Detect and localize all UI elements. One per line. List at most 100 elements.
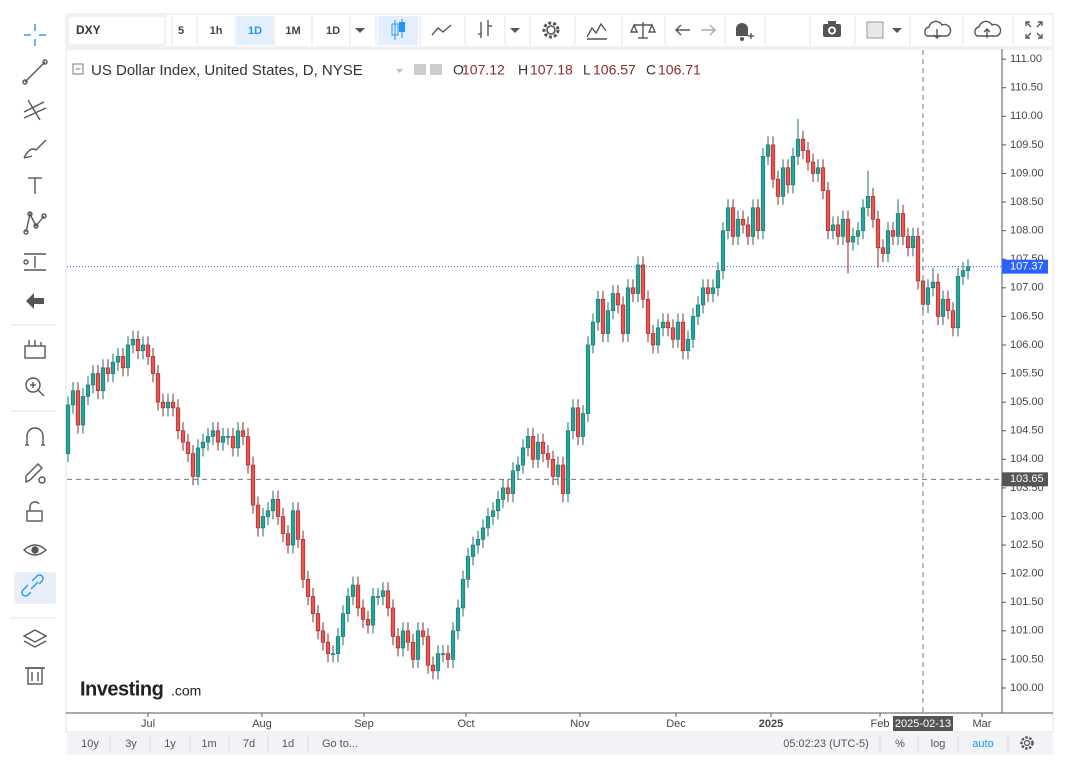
bottom-settings-icon[interactable] xyxy=(1020,736,1034,750)
candle-body xyxy=(220,436,226,443)
magnet-tool[interactable] xyxy=(25,427,45,446)
candle-body xyxy=(785,167,791,186)
crosshair-tool[interactable] xyxy=(24,24,46,46)
candle-body xyxy=(210,430,216,437)
candle-body xyxy=(285,533,291,546)
measure-tool[interactable] xyxy=(24,340,46,359)
candle-body xyxy=(855,230,861,237)
candle-body xyxy=(150,356,156,374)
cloud-load-icon[interactable] xyxy=(924,20,952,39)
legend-icon[interactable] xyxy=(414,64,426,75)
candle-style-icon[interactable] xyxy=(391,19,405,40)
candle-body xyxy=(195,447,201,477)
redo-icon[interactable] xyxy=(701,24,716,36)
candle-body xyxy=(160,401,166,409)
stay-drawing-tool[interactable] xyxy=(25,463,46,484)
interval-button[interactable]: 1M xyxy=(285,25,300,37)
candle-body xyxy=(905,236,911,249)
candle-body xyxy=(580,413,586,437)
y-tick-label: 111.00 xyxy=(1010,53,1042,65)
candle-body xyxy=(415,630,421,660)
trash-tool[interactable] xyxy=(25,667,45,685)
link-tool[interactable] xyxy=(21,574,44,597)
brush-tool[interactable] xyxy=(23,139,47,159)
dropdown-arrow[interactable] xyxy=(355,28,365,33)
candle-body xyxy=(460,579,466,609)
interval-button[interactable]: 1D xyxy=(248,25,262,37)
candle-body xyxy=(385,590,391,609)
interval-button[interactable]: 5 xyxy=(178,25,184,37)
settings-icon[interactable] xyxy=(542,21,560,39)
zoom-tool[interactable] xyxy=(25,377,45,397)
goto-button[interactable]: Go to... xyxy=(322,738,358,750)
candle-body xyxy=(775,178,781,197)
fib-tool[interactable] xyxy=(23,99,47,121)
candle-body xyxy=(480,527,486,540)
scale-option[interactable]: log xyxy=(931,738,946,750)
interval-button[interactable]: 1D xyxy=(326,25,340,37)
scale-option[interactable]: % xyxy=(895,738,905,750)
candle-body xyxy=(850,236,856,243)
candle-body xyxy=(780,167,786,197)
candle-body xyxy=(225,436,231,438)
candle-body xyxy=(90,373,96,386)
range-button[interactable]: 10y xyxy=(81,738,99,750)
collapse-box[interactable] xyxy=(72,63,84,75)
range-button[interactable]: 1d xyxy=(282,738,294,750)
dropdown-arrow[interactable] xyxy=(892,28,902,33)
indicators-icon[interactable] xyxy=(586,22,607,40)
candle-body xyxy=(825,190,831,231)
candle-body xyxy=(845,218,851,243)
candle-body xyxy=(625,287,631,334)
y-tick-label: 102.50 xyxy=(1010,539,1044,551)
cloud-save-icon[interactable] xyxy=(974,20,1002,38)
color-picker[interactable] xyxy=(866,21,884,39)
candle-body xyxy=(180,430,186,443)
interval-button[interactable]: 1h xyxy=(210,25,223,37)
y-tick-label: 105.50 xyxy=(1010,367,1044,379)
back-arrow[interactable] xyxy=(26,293,44,309)
legend-icon[interactable] xyxy=(430,64,442,75)
candle-body xyxy=(155,373,161,403)
bar-style-icon[interactable] xyxy=(478,20,492,38)
candle-body xyxy=(585,344,591,414)
candle-body xyxy=(680,321,686,352)
candle-body xyxy=(795,138,801,157)
range-button[interactable]: 1y xyxy=(164,738,176,750)
candle-body xyxy=(105,367,111,374)
candle-body xyxy=(505,487,511,494)
undo-icon[interactable] xyxy=(675,24,690,36)
candle-body xyxy=(250,464,256,506)
screenshot-icon[interactable] xyxy=(823,21,841,37)
visibility-tool[interactable] xyxy=(22,544,48,556)
range-button[interactable]: 1m xyxy=(201,738,216,750)
layers-tool[interactable] xyxy=(22,629,48,648)
candle-body xyxy=(700,287,706,306)
alert-icon[interactable] xyxy=(736,23,754,41)
candle-body xyxy=(925,287,931,305)
candle-body xyxy=(450,630,456,660)
compare-icon[interactable] xyxy=(629,22,657,39)
trend-line-tool[interactable] xyxy=(22,59,48,85)
candle-body xyxy=(325,641,331,654)
lock-tool[interactable] xyxy=(26,501,43,522)
range-button[interactable]: 3y xyxy=(125,738,137,750)
symbol-box[interactable] xyxy=(67,15,166,46)
title-dropdown[interactable] xyxy=(396,69,403,73)
pattern-tool[interactable] xyxy=(23,211,47,235)
prediction-tool[interactable] xyxy=(23,253,46,271)
symbol: DXY xyxy=(76,23,101,37)
scale-option[interactable]: auto xyxy=(972,738,993,750)
ohlc-value: 106.57 xyxy=(593,62,636,78)
candle-body xyxy=(915,236,921,282)
dropdown-arrow[interactable] xyxy=(510,28,520,33)
line-style-icon[interactable] xyxy=(431,24,452,36)
candle-body xyxy=(685,338,691,352)
range-button[interactable]: 7d xyxy=(243,738,255,750)
text-tool[interactable] xyxy=(28,177,42,194)
last-price-tag xyxy=(1002,259,1048,274)
fullscreen-icon[interactable] xyxy=(1025,21,1043,39)
candle-body xyxy=(345,596,351,614)
candle-body xyxy=(530,436,536,460)
candle-body xyxy=(395,636,401,649)
